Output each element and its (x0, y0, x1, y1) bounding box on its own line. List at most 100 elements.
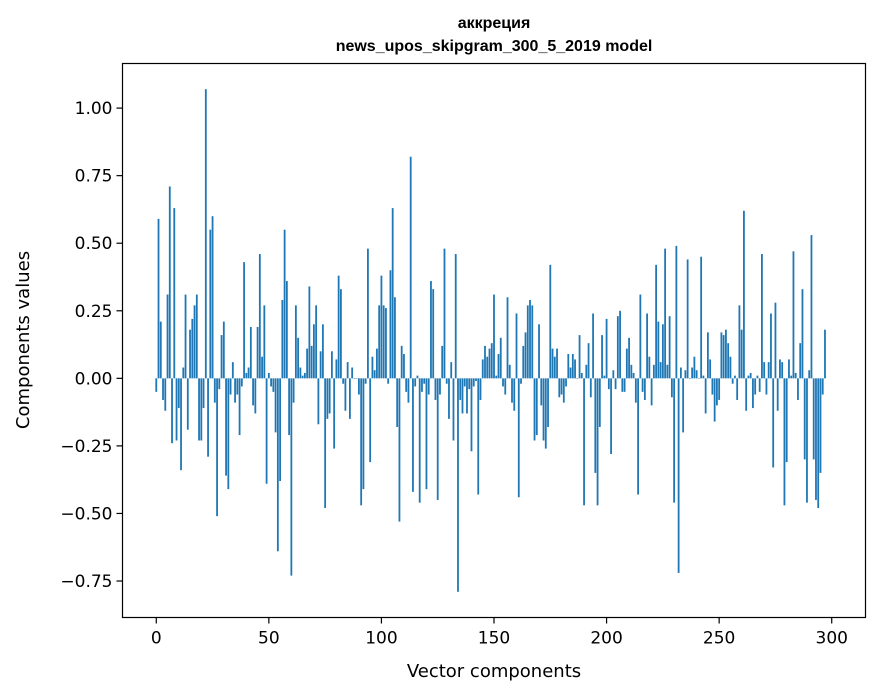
bar (709, 359, 712, 379)
bar (238, 378, 241, 436)
bar (436, 378, 439, 500)
bar (193, 305, 196, 379)
bar (418, 378, 421, 503)
y-tick-label: 0.00 (75, 369, 113, 389)
bar (171, 378, 173, 444)
bar (405, 378, 408, 392)
bar (276, 378, 279, 552)
bar (367, 248, 369, 379)
bar (754, 378, 757, 395)
bar (641, 378, 644, 392)
bar (195, 294, 198, 379)
bar (376, 348, 378, 379)
bar (664, 248, 667, 379)
bar (168, 186, 171, 379)
bar (560, 378, 563, 395)
bar (704, 378, 707, 414)
bar (718, 378, 721, 400)
y-axis-ticks: −0.75 −0.50 −0.25 0.00 0.25 0.50 0.75 1.00 (60, 99, 123, 592)
bar (249, 326, 252, 379)
bar (603, 375, 606, 379)
bar (409, 156, 412, 379)
bar (227, 378, 230, 490)
bar (794, 372, 797, 379)
bar (216, 378, 218, 517)
bar (288, 378, 291, 436)
bar (310, 345, 313, 379)
bar (198, 378, 200, 441)
bar (661, 324, 664, 379)
bar (673, 378, 676, 503)
bar (580, 372, 583, 379)
bar (340, 289, 342, 379)
bar (821, 378, 824, 395)
chart-title: аккреция (458, 15, 531, 32)
bar (371, 356, 374, 379)
bar (294, 305, 297, 379)
bar (355, 378, 358, 379)
bar (468, 378, 471, 390)
bar (373, 370, 376, 379)
bar (783, 378, 786, 506)
bar (189, 329, 191, 379)
bar (763, 362, 766, 379)
bar (222, 321, 225, 379)
bar (623, 378, 626, 392)
bar (211, 216, 214, 379)
chart-subtitle: news_upos_skipgram_300_5_2019 model (336, 38, 653, 55)
bar (344, 378, 347, 411)
bar (583, 378, 585, 506)
bar (258, 254, 261, 379)
y-tick-label: 1.00 (75, 99, 113, 119)
x-tick-label: 150 (478, 629, 510, 649)
bar (508, 364, 511, 379)
bar (380, 275, 383, 379)
bar (364, 378, 367, 384)
bar (688, 378, 691, 379)
y-tick-label: −0.25 (60, 437, 112, 457)
bar (675, 245, 678, 379)
bar (495, 375, 498, 379)
bar (720, 332, 723, 379)
bar (256, 326, 259, 379)
bar (565, 378, 567, 387)
bar (387, 378, 390, 384)
bar (540, 378, 543, 406)
bar (752, 378, 754, 409)
bar (668, 316, 671, 379)
bar (351, 367, 354, 379)
bar (824, 329, 826, 379)
bar (263, 305, 266, 379)
bar (756, 375, 759, 379)
bar (625, 348, 628, 379)
bar (180, 378, 182, 471)
bar (342, 378, 345, 384)
bar (186, 378, 189, 430)
bar (567, 354, 570, 379)
bar (488, 348, 491, 379)
bar (727, 343, 730, 379)
bar (553, 356, 556, 379)
y-tick-label: 0.75 (75, 167, 113, 187)
bar (416, 375, 419, 379)
bar (817, 378, 820, 509)
bar (790, 375, 793, 379)
bar (493, 294, 495, 379)
bar (538, 324, 540, 379)
bar (535, 378, 538, 436)
bar (378, 305, 381, 379)
bar (209, 229, 212, 379)
bar (285, 281, 288, 379)
bar (321, 324, 324, 379)
bar (781, 362, 784, 379)
bar (515, 313, 518, 379)
x-tick-label: 200 (590, 629, 622, 649)
bar (767, 362, 770, 379)
bar (634, 378, 637, 403)
bar (686, 259, 689, 379)
bar (695, 370, 698, 379)
bar (245, 372, 248, 379)
bar (412, 378, 414, 492)
bar (362, 378, 365, 490)
bar (648, 356, 651, 379)
